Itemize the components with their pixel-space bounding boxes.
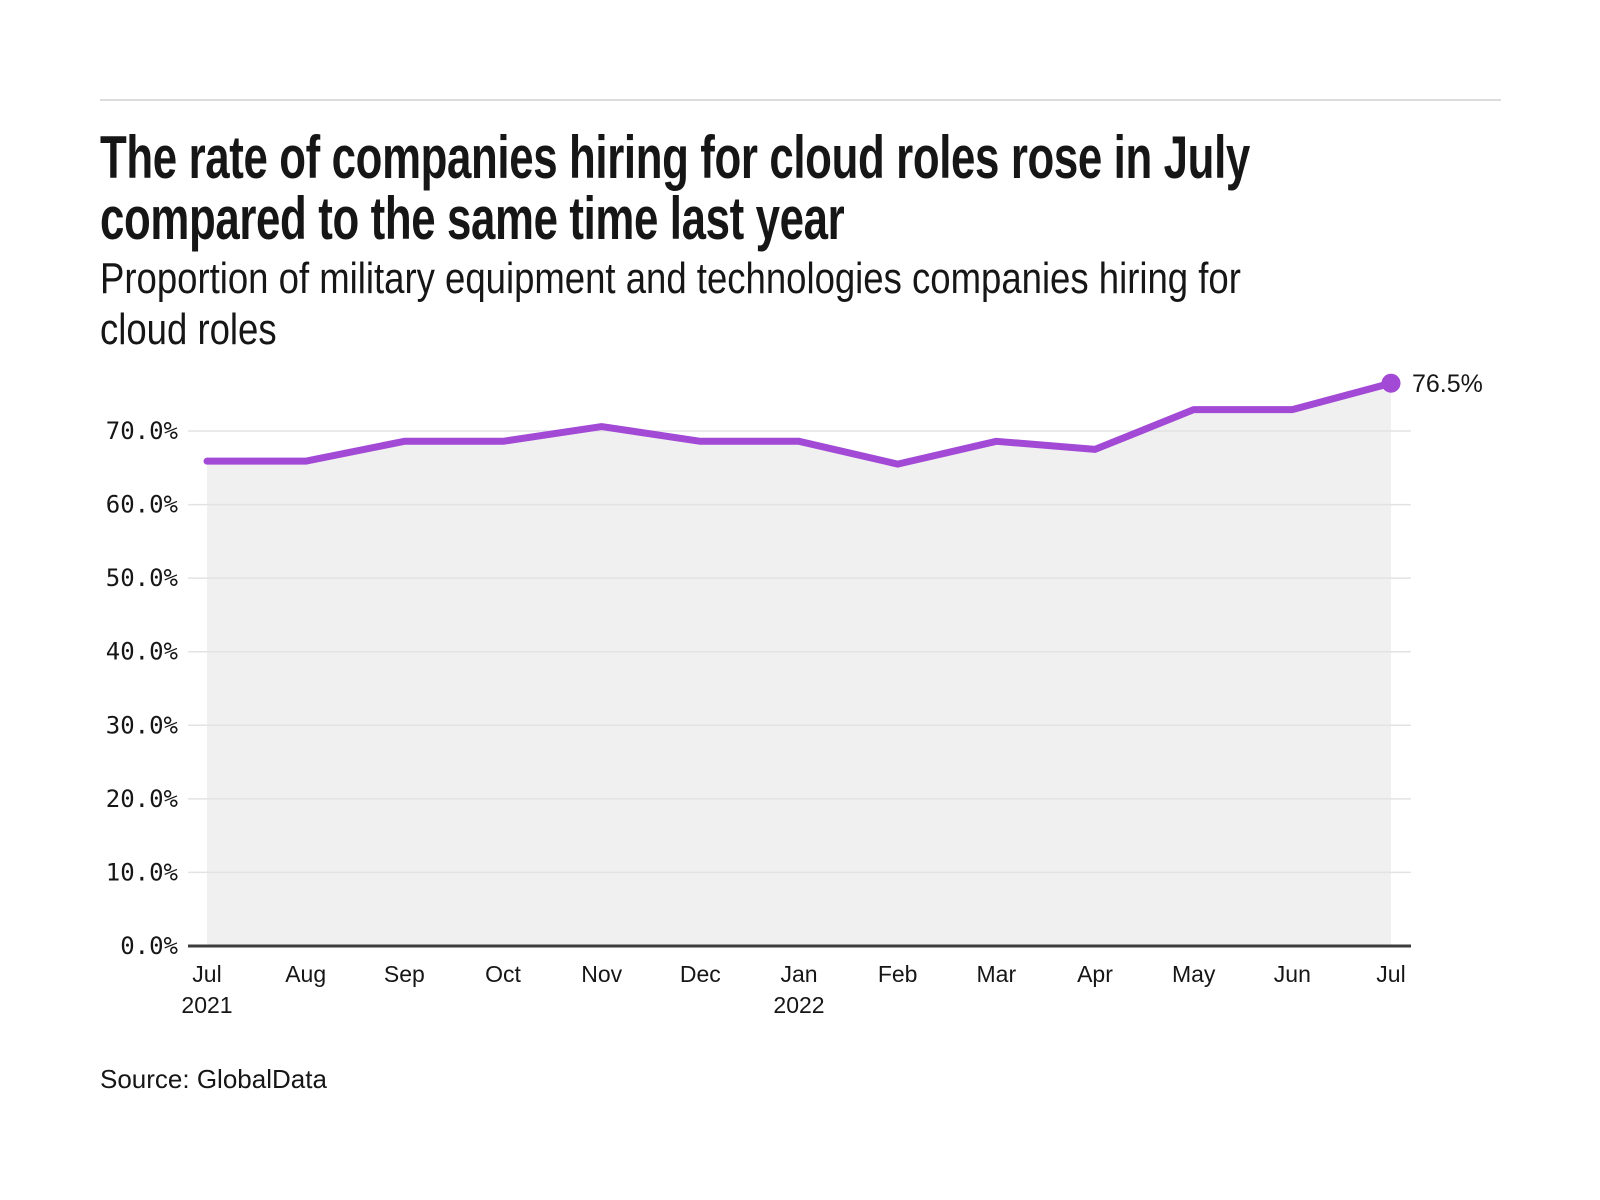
chart-subtitle-line1: Proportion of military equipment and tec… <box>100 254 1241 303</box>
y-axis-tick-label: 40.0% <box>106 638 179 666</box>
chart-title-line1: The rate of companies hiring for cloud r… <box>100 124 1250 191</box>
x-axis-year-label: 2022 <box>773 992 824 1018</box>
source-attribution: Source: GlobalData <box>100 1064 327 1094</box>
end-point-marker <box>1381 373 1401 393</box>
chart-area-fill <box>207 383 1391 946</box>
chart-title: The rate of companies hiring for cloud r… <box>100 127 1250 249</box>
x-axis-tick-label: Sep <box>384 961 425 987</box>
x-axis-tick-label: May <box>1172 961 1216 987</box>
chart-title-line2: compared to the same time last year <box>100 185 845 252</box>
y-axis-tick-label: 70.0% <box>106 417 179 445</box>
chart-subtitle-line2: cloud roles <box>100 305 277 354</box>
end-value-label: 76.5% <box>1412 370 1483 398</box>
x-axis-tick-label: Dec <box>680 961 721 987</box>
y-axis-tick-label: 50.0% <box>106 564 179 592</box>
x-axis-tick-label: Aug <box>285 961 326 987</box>
y-axis-tick-label: 30.0% <box>106 711 179 739</box>
x-axis-tick-label: Mar <box>977 961 1017 987</box>
x-axis-tick-label: Apr <box>1077 961 1113 987</box>
y-axis-tick-label: 60.0% <box>106 491 179 519</box>
x-axis-tick-label: Oct <box>485 961 521 987</box>
data-line <box>203 379 1395 468</box>
chart-subtitle: Proportion of military equipment and tec… <box>100 253 1241 355</box>
y-axis-tick-label: 0.0% <box>120 932 178 960</box>
x-axis-tick-label: Nov <box>581 961 622 987</box>
x-axis-tick-label: Jan <box>780 961 817 987</box>
x-axis-tick-label: Feb <box>878 961 918 987</box>
y-axis-tick-label: 10.0% <box>106 858 179 886</box>
x-axis-tick-label: Jul <box>1376 961 1405 987</box>
x-axis-year-label: 2021 <box>181 992 232 1018</box>
top-divider <box>100 99 1501 101</box>
x-axis-tick-label: Jul <box>192 961 221 987</box>
x-axis-tick-label: Jun <box>1274 961 1311 987</box>
y-axis-tick-label: 20.0% <box>106 785 179 813</box>
